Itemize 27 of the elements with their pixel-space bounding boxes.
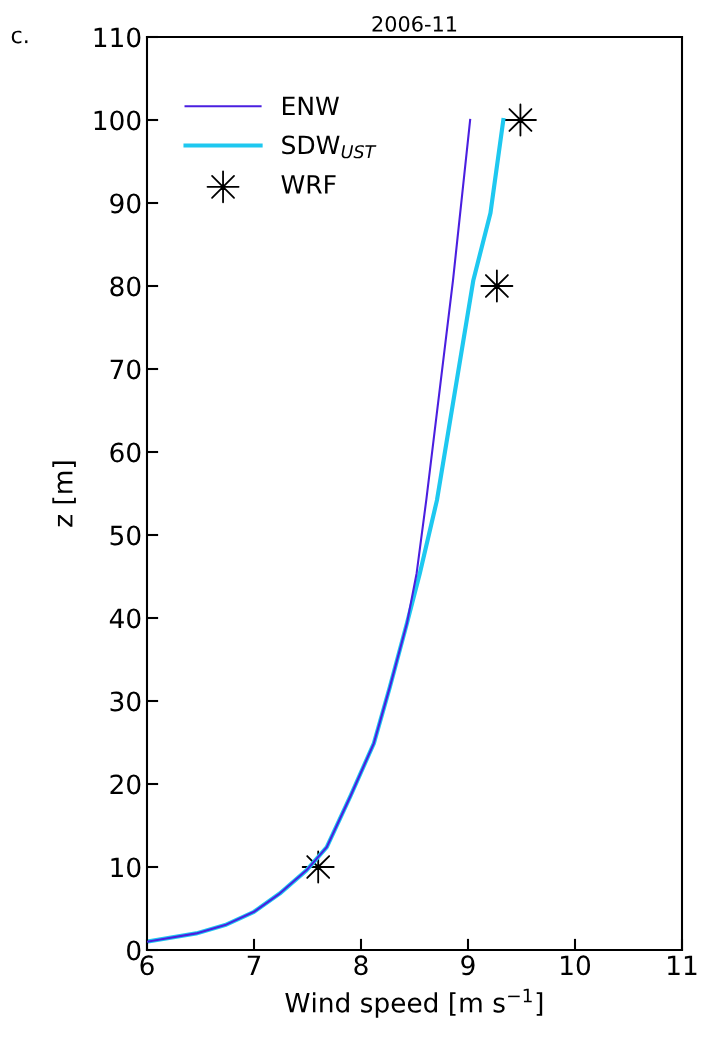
x-tick-label: 9	[461, 955, 475, 976]
x-tick-label: 7	[247, 955, 261, 975]
y-tick-label: 70	[110, 359, 141, 380]
text: c.	[11, 30, 28, 44]
legend-label: WRF	[281, 175, 336, 194]
y-tick-label: 30	[110, 691, 141, 712]
x-tick-label: 8	[354, 955, 368, 976]
legend-label: SDW$_{UST}$	[282, 135, 377, 159]
y-tick-label: 50	[110, 525, 141, 546]
y-tick-label: 0	[127, 940, 141, 961]
x-tick-label: 11	[668, 955, 697, 975]
y-tick-label: 20	[110, 774, 141, 795]
x-axis-title: Wind speed [m s$^{−1}$]	[285, 988, 543, 1018]
y-tick-label: 110	[94, 27, 141, 48]
x-tick-label: 6	[140, 955, 154, 976]
y-tick-label: 90	[110, 193, 141, 214]
point	[480, 269, 514, 303]
chart-title: 2006-11	[372, 15, 457, 32]
x-tick-label: 10	[561, 955, 591, 976]
point	[301, 850, 335, 884]
y-tick-label: 100	[94, 110, 141, 131]
y-tick-label: 40	[109, 608, 141, 629]
y-tick-label: 10	[111, 857, 141, 878]
legend-label: ENW	[283, 96, 339, 116]
y-axis-title: z [m]	[52, 461, 76, 527]
y-tick-label: 60	[110, 442, 141, 463]
y-tick-label: 80	[110, 276, 141, 297]
